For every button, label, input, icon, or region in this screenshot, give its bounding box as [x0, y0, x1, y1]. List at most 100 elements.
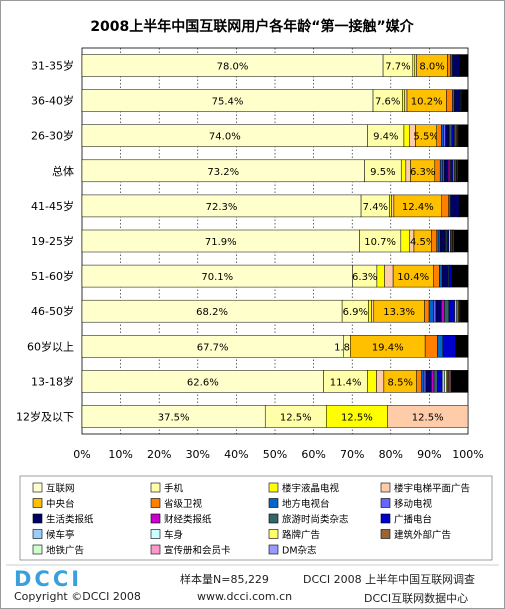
legend-swatch — [380, 529, 391, 539]
bar-segment — [436, 229, 440, 253]
data-label: 73.2% — [207, 167, 239, 178]
category-label: 12岁及以下 — [16, 409, 74, 423]
legend-label: 候车亭 — [46, 529, 75, 541]
bar-segment — [441, 370, 445, 393]
legend-swatch — [32, 482, 43, 493]
data-label: 7.4% — [363, 202, 388, 213]
bar-segment — [452, 89, 455, 112]
legend-label: 财经类报纸 — [164, 514, 212, 526]
legend-label: 中央台 — [46, 498, 75, 510]
data-label: 13.3% — [383, 307, 415, 318]
data-label: 10.4% — [397, 272, 429, 283]
x-tick-label: 50% — [263, 448, 287, 461]
bar-segment — [444, 370, 447, 393]
legend-label: 宣传册和会员卡 — [164, 545, 231, 557]
legend-swatch — [380, 482, 391, 493]
bar-segment — [387, 405, 469, 428]
bar-segment — [451, 264, 469, 288]
bar-segment — [400, 229, 410, 253]
bar-segment — [461, 89, 469, 112]
category-label: 13-18岁 — [31, 374, 74, 388]
legend-label: 车身 — [164, 529, 183, 541]
legend-label: 广播电台 — [394, 514, 432, 526]
x-tick-label: 20% — [147, 448, 171, 461]
category-label: 51-60岁 — [31, 269, 74, 283]
bar-segment — [454, 89, 461, 112]
data-label: 37.5% — [158, 412, 190, 423]
bar-segment — [412, 54, 415, 77]
bar-segment — [450, 54, 453, 77]
bar-segment — [457, 159, 469, 183]
legend-label: 手机 — [164, 483, 184, 495]
x-tick-label: 100% — [452, 448, 483, 461]
x-tick-label: 30% — [186, 448, 210, 461]
data-label: 8.0% — [419, 62, 444, 73]
data-label: 8.5% — [388, 377, 413, 388]
legend-label: 生活类报纸 — [46, 514, 94, 526]
category-label: 总体 — [52, 164, 74, 178]
data-label: 75.4% — [212, 97, 244, 108]
bar-segment — [367, 370, 377, 393]
category-label: 26-30岁 — [31, 129, 74, 143]
bar-segment — [424, 335, 438, 358]
legend-label: DM杂志 — [282, 545, 317, 557]
bar-segment — [447, 54, 451, 77]
bars: 78.0% 7.7% 8.0% 75.4% 7.6% 10.2% 74.0% 9.4% 5.5%… — [81, 54, 469, 428]
x-tick-label: 0% — [73, 448, 90, 461]
bar-segment — [446, 229, 449, 253]
bar-segment — [431, 229, 437, 253]
x-tick-label: 60% — [301, 448, 325, 461]
legend-swatch — [380, 498, 391, 508]
bar-segment — [424, 299, 430, 323]
bar-segment — [441, 264, 449, 288]
bar-segment — [458, 124, 469, 147]
data-label: 9.4% — [373, 132, 398, 143]
bar-segment — [451, 370, 469, 393]
footer-website: www.dcci.com.cn — [197, 590, 293, 603]
bar-segment — [458, 54, 469, 77]
data-label: 5.5% — [413, 132, 438, 143]
data-label: 67.7% — [197, 342, 229, 353]
bar-segment — [441, 299, 445, 323]
data-label: 6.9% — [343, 307, 368, 318]
legend-swatch — [150, 498, 161, 508]
legend-swatch — [268, 482, 279, 493]
bar-segment — [433, 370, 438, 393]
data-label: 12.5% — [280, 412, 312, 423]
bar-segment — [434, 159, 441, 183]
bar-segment — [450, 194, 458, 218]
bar-segment — [444, 299, 450, 323]
bar-segment — [402, 89, 405, 112]
bar-segment — [403, 124, 410, 147]
legend-swatch — [32, 544, 43, 555]
bar-segment — [449, 124, 453, 147]
legend-label: 楼宇电梯平面广告 — [394, 483, 470, 495]
bar-segment — [448, 194, 451, 218]
data-label: 12.5% — [341, 412, 373, 423]
bar-segment — [443, 124, 446, 147]
data-label: 72.3% — [206, 202, 238, 213]
dcci-logo: DCCI — [14, 567, 83, 591]
data-label: 71.9% — [205, 237, 237, 248]
bar-segment — [428, 299, 434, 323]
data-label: 9.5% — [370, 167, 395, 178]
legend-label: 旅游时尚类杂志 — [282, 514, 349, 526]
legend-label: 地方电视台 — [282, 498, 330, 510]
footer-copyright: Copyright ©DCCI 2008 — [14, 590, 141, 603]
legend-swatch — [32, 529, 43, 539]
legend-label: 楼宇液晶电视 — [282, 483, 340, 495]
x-tick-label: 40% — [224, 448, 248, 461]
category-label: 41-45岁 — [31, 199, 74, 213]
legend-swatch — [268, 544, 279, 555]
bar-segment — [433, 264, 440, 288]
legend-swatch — [32, 513, 43, 524]
legend-label: 建筑外部广告 — [394, 529, 451, 541]
bar-segment — [460, 299, 469, 323]
legend-swatch — [268, 529, 279, 539]
bar-segment — [453, 229, 469, 253]
footer-survey: DCCI 2008 上半年中国互联网调查 — [303, 573, 476, 586]
data-label: 6.3% — [410, 167, 435, 178]
bar-segment — [445, 124, 449, 147]
bar-segment — [439, 229, 446, 253]
